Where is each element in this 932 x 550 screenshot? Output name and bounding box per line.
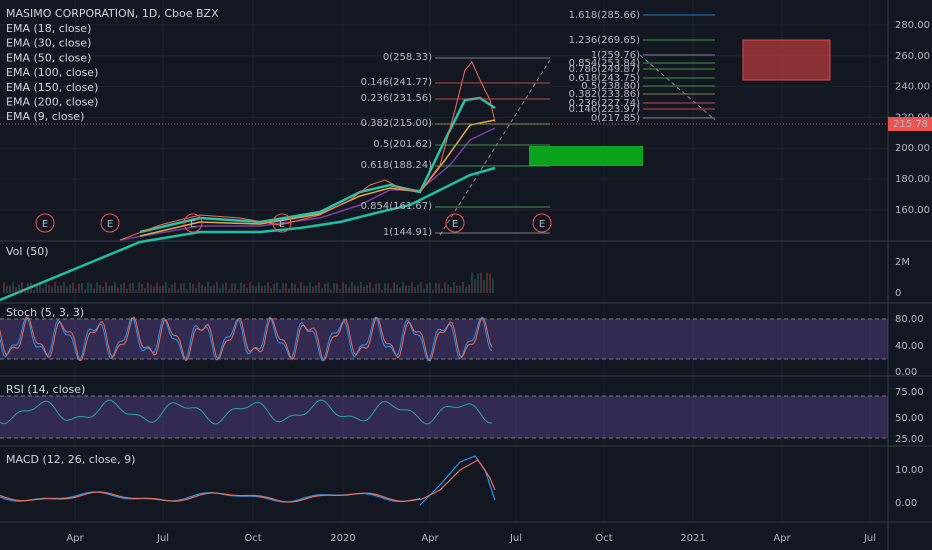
time-tick: 2021 [680, 533, 705, 544]
pane-label: Stoch (5, 3, 3) [6, 306, 84, 319]
earnings-label: E [42, 219, 48, 230]
target-zone [742, 39, 831, 81]
indicator-label: EMA (200, close) [6, 96, 98, 109]
fib-label: 0.236(231.56) [361, 93, 433, 104]
fib-label: 0.854(161.67) [361, 201, 433, 212]
indicator-label: EMA (150, close) [6, 81, 98, 94]
fib-label: 1(259.76) [591, 50, 640, 61]
time-tick: Jul [156, 533, 169, 544]
time-tick: Apr [66, 533, 84, 544]
pane-tick: 75.00 [895, 387, 924, 398]
oscillator-line [0, 491, 421, 503]
time-tick: Oct [595, 533, 612, 544]
earnings-marker [100, 213, 120, 233]
price-tick: 240.00 [895, 82, 930, 93]
pane-tick: 10.00 [895, 465, 924, 476]
fib-label: 0(217.85) [591, 113, 640, 124]
fib-label: 0.5(238.80) [581, 81, 640, 92]
indicator-label: EMA (18, close) [6, 22, 91, 35]
macd-signal [419, 459, 496, 501]
indicator-label: EMA (30, close) [6, 37, 91, 50]
pane-tick: 2M [895, 257, 910, 268]
earnings-marker [35, 213, 55, 233]
price-tick: 260.00 [895, 51, 930, 62]
time-tick: Jul [863, 533, 876, 544]
pane-tick: 80.00 [895, 314, 924, 325]
indicator-label: EMA (9, close) [6, 110, 84, 123]
fib-label: 0.382(215.00) [361, 118, 433, 129]
pane-tick: 40.00 [895, 341, 924, 352]
last-price-box [888, 117, 932, 131]
earnings-marker [532, 213, 552, 233]
time-tick: Oct [244, 533, 261, 544]
price-tick: 160.00 [895, 205, 930, 216]
rsi-band [0, 396, 888, 438]
fib-label: 0.146(223.97) [569, 104, 641, 115]
price-tick: 200.00 [895, 143, 930, 154]
fib-label: 1.236(269.65) [569, 35, 641, 46]
fib-label: 0.5(201.62) [373, 139, 432, 150]
earnings-label: E [107, 219, 113, 230]
fib-label: 0(258.33) [383, 52, 432, 63]
fib-label: 0.382(233.86) [569, 89, 641, 100]
indicator-label: EMA (100, close) [6, 66, 98, 79]
symbol-title: MASIMO CORPORATION, 1D, Cboe BZX [6, 7, 219, 20]
entry-zone [529, 146, 643, 166]
earnings-label: E [279, 219, 285, 230]
price-tick: 280.00 [895, 20, 930, 31]
fib-label: 0.854(253.84) [569, 58, 641, 69]
pane-tick: 50.00 [895, 413, 924, 424]
time-tick: Apr [421, 533, 439, 544]
fib-label: 1.618(285.66) [569, 10, 641, 21]
fib-label: 0.618(188.24) [361, 160, 433, 171]
earnings-marker [445, 213, 465, 233]
pane-tick: 0 [895, 288, 901, 299]
pane-label: RSI (14, close) [6, 383, 85, 396]
earnings-marker [272, 213, 292, 233]
oscillator-line [0, 399, 493, 425]
macd-rise [419, 455, 496, 506]
pane-label: Vol (50) [6, 245, 49, 258]
fib-label: 0.236(227.74) [569, 98, 641, 109]
time-tick: Apr [773, 533, 791, 544]
time-tick: Jul [509, 533, 522, 544]
earnings-label: E [539, 219, 545, 230]
pane-tick: 0.00 [895, 498, 917, 509]
last-price: 215.78 [893, 119, 928, 130]
stoch-band [0, 319, 888, 359]
oscillators [0, 319, 888, 438]
fib-label: 0.618(243.75) [569, 73, 641, 84]
oscillator-line [0, 316, 493, 362]
earnings-label: E [190, 219, 196, 230]
time-tick: 2020 [330, 533, 355, 544]
earnings-marker [183, 213, 203, 233]
pane-label: MACD (12, 26, close, 9) [6, 453, 135, 466]
oscillator-line [0, 316, 493, 362]
pane-tick: 25.00 [895, 434, 924, 445]
price-tick: 180.00 [895, 174, 930, 185]
fib-label: 1(144.91) [383, 227, 432, 238]
trend-line [639, 54, 716, 121]
fib-label: 0.146(241.77) [361, 77, 433, 88]
fib-label: 0.786(249.87) [569, 64, 641, 75]
pane-tick: 0.00 [895, 367, 917, 378]
earnings-label: E [452, 219, 458, 230]
indicator-label: EMA (50, close) [6, 51, 91, 64]
